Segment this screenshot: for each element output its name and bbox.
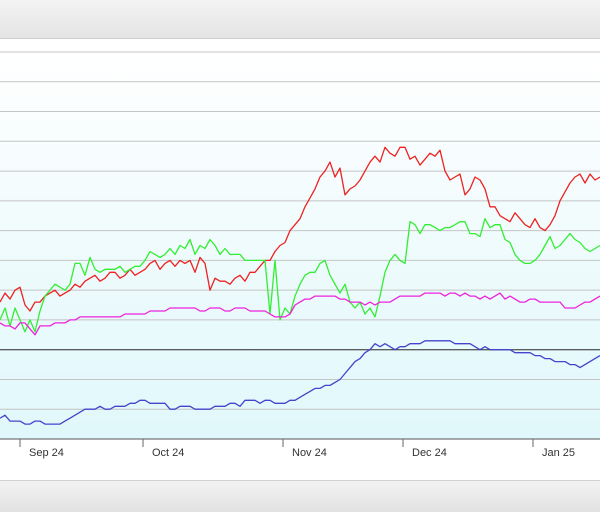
series-group <box>0 146 600 425</box>
x-tick-label: Dec 24 <box>412 447 447 459</box>
series-line-2 <box>0 218 600 333</box>
series-line-1 <box>0 146 600 312</box>
top-toolbar <box>0 0 600 39</box>
x-tick-label: Jan 25 <box>542 447 575 459</box>
plot-area <box>0 52 600 439</box>
x-tick-label: Nov 24 <box>292 447 327 459</box>
series-line-4 <box>0 340 600 425</box>
bottom-toolbar <box>0 480 600 512</box>
grid-lines <box>0 51 600 440</box>
x-tick-label: Oct 24 <box>152 447 184 459</box>
series-line-3 <box>0 292 600 336</box>
x-tick-label: Sep 24 <box>29 447 64 459</box>
x-axis: Sep 24 Oct 24 Nov 24 Dec 24 Jan 25 <box>19 439 575 459</box>
